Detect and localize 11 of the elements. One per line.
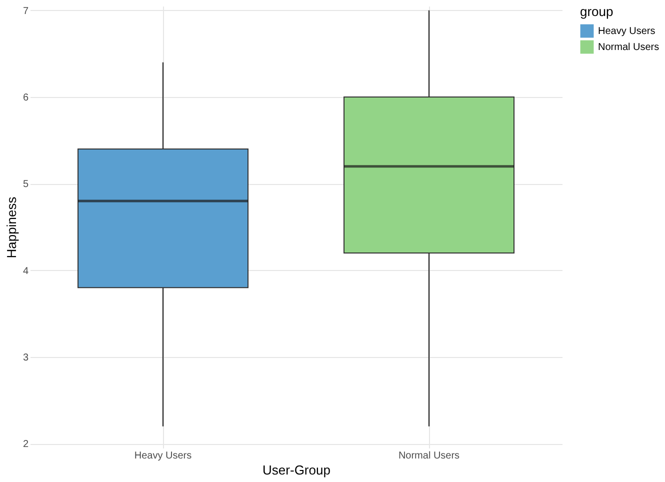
legend-title: group xyxy=(580,4,614,19)
y-tick-label: 6 xyxy=(22,92,29,104)
x-axis-title: User-Group xyxy=(262,462,330,478)
y-tick-label: 2 xyxy=(22,439,29,450)
y-axis-title: Happiness xyxy=(4,196,19,258)
y-tick-label: 4 xyxy=(22,266,29,277)
y-tick-label: 7 xyxy=(22,6,29,17)
legend-label: Normal Users xyxy=(598,42,660,53)
y-tick-label: 5 xyxy=(22,179,29,190)
y-tick-label: 3 xyxy=(22,352,29,364)
legend-label: Heavy Users xyxy=(598,26,656,37)
